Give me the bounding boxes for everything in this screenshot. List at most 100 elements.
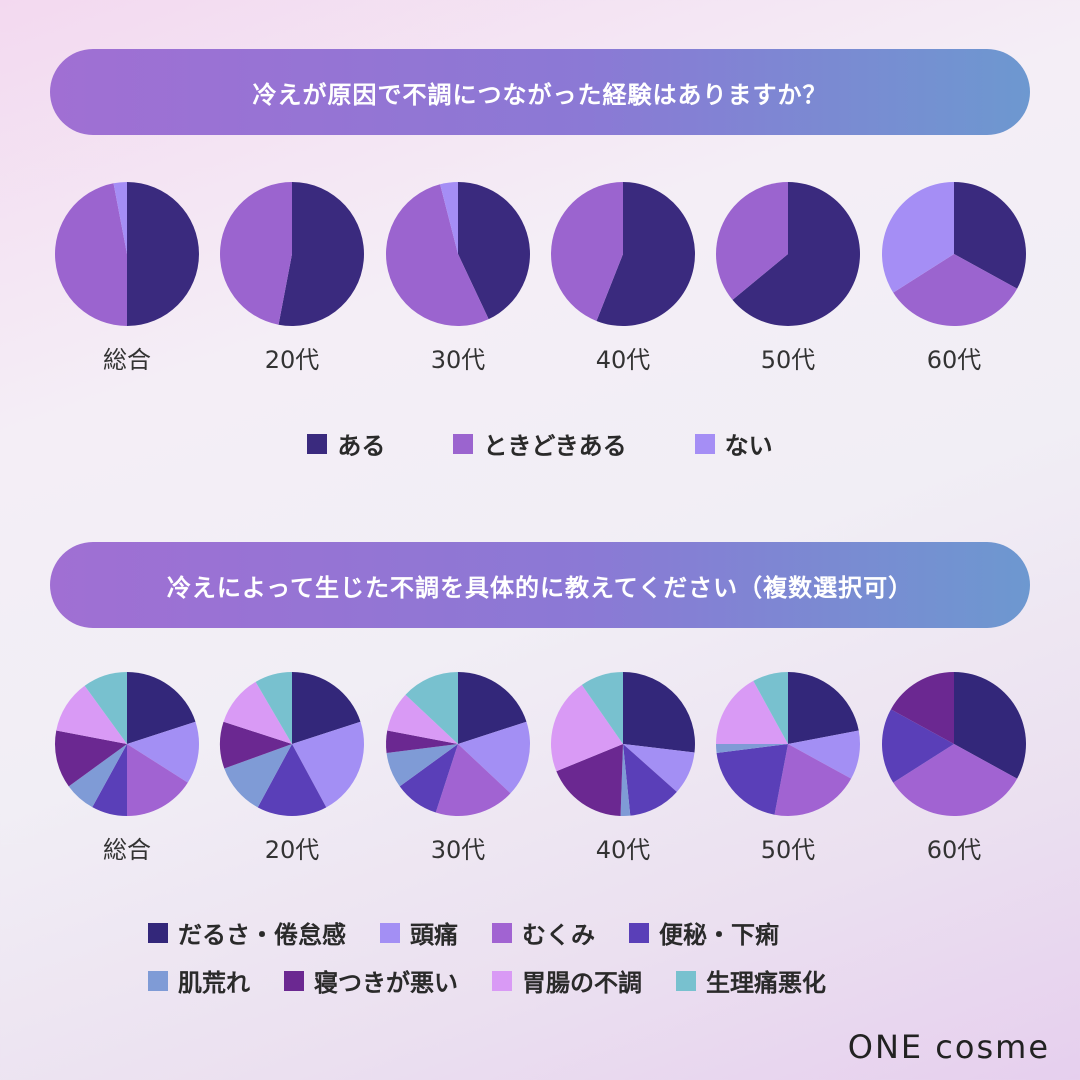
pie-slice: [716, 680, 788, 744]
pie-slice: [753, 672, 788, 744]
pie-slice: [716, 182, 788, 300]
legend-swatch: [307, 433, 328, 454]
pie-slice: [551, 684, 623, 772]
legend-label: 頭痛: [410, 920, 458, 949]
pie-slice: [127, 182, 199, 326]
pie-slice: [458, 672, 527, 744]
pie-slice: [732, 182, 861, 326]
pie-slice: [56, 685, 128, 744]
legend-swatch: [694, 433, 715, 454]
pie-slice: [386, 744, 458, 787]
legend-swatch: [148, 970, 168, 991]
legend-swatch: [628, 922, 649, 943]
section2-title: 冷えによって生じた不調を具体的に教えてください（複数選択可）: [166, 573, 914, 602]
legend-item-nai: ない: [694, 426, 773, 461]
legend-swatch: [284, 970, 304, 991]
pie-slice: [716, 744, 788, 754]
pie-slice: [292, 721, 364, 808]
legend-swatch: [676, 970, 696, 991]
legend-item-swelling: むくみ: [492, 915, 595, 950]
pie-category-label: 60代: [927, 346, 982, 374]
pie-category-label: 60代: [927, 836, 982, 864]
pie-slice: [623, 744, 677, 816]
pie-slice: [623, 672, 695, 753]
pie-slice: [386, 730, 458, 754]
section1-legend-row: ある ときどきある ない: [0, 426, 1080, 461]
section2-pie-charts: 総合 20代 30代 40代 50代 60代: [54, 672, 1026, 864]
legend-label: だるさ・倦怠感: [178, 920, 346, 949]
legend-item-skin: 肌荒れ: [148, 963, 250, 998]
legend-item-fatigue: だるさ・倦怠感: [148, 915, 346, 950]
legend-swatch: [492, 922, 512, 943]
pie-slice: [954, 182, 1026, 289]
pie-slice: [127, 721, 199, 783]
pie-category-label: 総合: [103, 346, 151, 374]
pie-slice: [255, 672, 292, 744]
legend-label: 寝つきが悪い: [314, 968, 458, 997]
pie-slice: [292, 672, 361, 744]
pie-slice: [127, 672, 196, 744]
legend-label: 生理痛悪化: [706, 968, 826, 997]
pie-slice: [458, 182, 531, 320]
pie-slice: [220, 182, 292, 325]
pie-slice: [458, 721, 530, 794]
pie-category-label: 50代: [761, 346, 816, 374]
pie-slice: [581, 672, 623, 744]
pie-slice: [954, 672, 1026, 779]
pie-category-label: 40代: [596, 836, 651, 864]
pie-category-label: 20代: [265, 346, 320, 374]
legend-item-constipation: 便秘・下痢: [628, 915, 779, 950]
pie-slice: [54, 183, 127, 326]
legend-label: ある: [337, 431, 386, 460]
pie-slice: [774, 744, 852, 816]
legend-item-tokidoki: ときどきある: [453, 426, 627, 461]
legend-swatch: [453, 433, 474, 454]
legend-label: 肌荒れ: [178, 968, 250, 997]
pie-slice: [257, 744, 327, 816]
legend-item-menstrual: 生理痛悪化: [676, 963, 826, 998]
section2-legend-row-1: だるさ・倦怠感 頭痛 むくみ 便秘・下痢: [148, 915, 1080, 950]
pie-slice: [113, 182, 127, 254]
pie-slice: [788, 730, 860, 779]
pie-slice: [716, 744, 788, 815]
section1-title-banner: 冷えが原因で不調につながった経験はありますか？: [50, 49, 1030, 135]
pie-slice: [224, 744, 292, 808]
pie-slice: [788, 672, 859, 744]
legend-item-aru: ある: [307, 426, 385, 461]
legend-swatch: [148, 922, 168, 943]
pie-slice: [127, 744, 188, 816]
pie-slice: [68, 744, 127, 808]
pie-slice: [550, 182, 623, 321]
pie-category-label: 40代: [596, 346, 651, 374]
section1-pie-charts: 総合 20代 30代 40代 50代 60代: [54, 182, 1026, 374]
legend-item-sleep: 寝つきが悪い: [284, 963, 458, 998]
section2-title-banner: 冷えによって生じた不調を具体的に教えてください（複数選択可）: [50, 542, 1030, 628]
legend-swatch: [492, 970, 512, 991]
pie-category-label: 30代: [431, 836, 486, 864]
legend-label: ときどきある: [483, 431, 627, 460]
pie-category-label: 総合: [103, 836, 151, 864]
pie-slice: [387, 694, 458, 744]
legend-item-headache: 頭痛: [380, 915, 458, 950]
pie-category-label: 30代: [431, 346, 486, 374]
section2-legend-row-2: 肌荒れ 寝つきが悪い 胃腸の不調 生理痛悪化: [148, 963, 1080, 998]
pie-slice: [223, 681, 292, 744]
pie-category-label: 20代: [265, 836, 320, 864]
pie-slice: [893, 744, 1018, 816]
legend-label: 便秘・下痢: [658, 920, 779, 949]
pie-slice: [84, 672, 127, 744]
pie-slice: [435, 744, 511, 816]
pie-slice: [219, 721, 292, 769]
pie-slice: [399, 744, 458, 813]
legend-swatch: [380, 922, 400, 943]
pie-slice: [54, 730, 127, 787]
pie-slice: [623, 744, 695, 792]
pie-slice: [890, 672, 954, 744]
pie-slice: [405, 672, 458, 744]
pie-slice: [893, 254, 1018, 326]
pie-slice: [882, 709, 954, 783]
pie-slice: [882, 182, 954, 293]
pie-category-label: 50代: [761, 836, 816, 864]
pie-slice: [92, 744, 127, 816]
section2-legend: だるさ・倦怠感 頭痛 むくみ 便秘・下痢 肌荒れ 寝つきが悪い 胃腸の不調: [0, 915, 1080, 1005]
